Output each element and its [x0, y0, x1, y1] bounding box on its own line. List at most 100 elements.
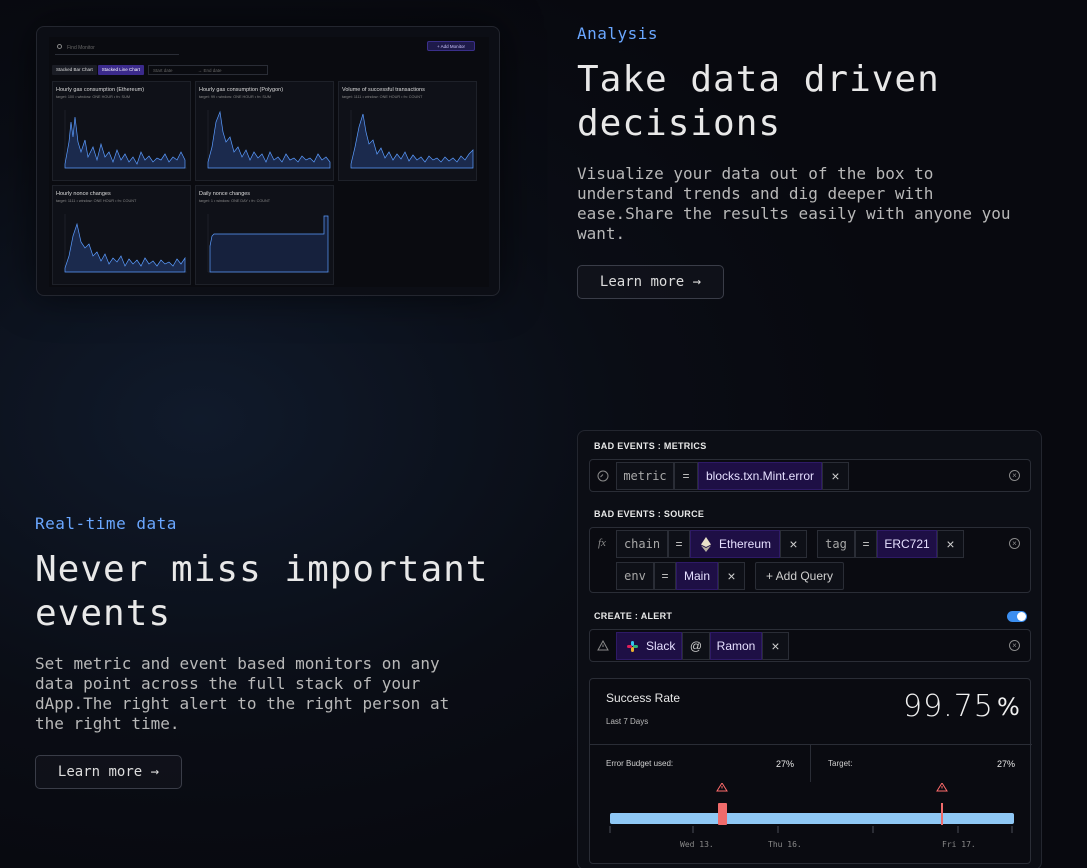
analysis-headline-line-1: Take data driven	[577, 59, 940, 100]
preview-chart-card: Daily nonce changes target: 1 • window: …	[195, 185, 334, 285]
preview-chart-card: Hourly gas consumption (Ethereum) target…	[52, 81, 191, 181]
add-query-button[interactable]: + Add Query	[755, 562, 844, 590]
preview-chart-card: Volume of successful transactions target…	[338, 81, 477, 181]
preview-line-chart	[207, 110, 331, 169]
alert-section-label: CREATE : ALERT	[594, 611, 673, 621]
slack-icon	[627, 641, 638, 652]
clear-metrics-icon[interactable]: ×	[1009, 470, 1020, 481]
divider	[590, 744, 1032, 745]
env-operator-chip[interactable]: =	[654, 562, 676, 590]
preview-card-title: Volume of successful transactions	[342, 87, 425, 93]
tag-remove-button[interactable]: ×	[937, 530, 964, 558]
alert-person-chip[interactable]: Ramon	[710, 632, 762, 660]
clear-alert-icon[interactable]: ×	[1009, 640, 1020, 651]
analysis-eyebrow: Analysis	[577, 24, 659, 43]
preview-card-title: Daily nonce changes	[199, 191, 251, 197]
env-key-chip[interactable]: env	[616, 562, 654, 590]
target-value: 27%	[997, 759, 1016, 769]
preview-chart-tabs: Stacked Bar Chart Stacked Line Chart	[52, 65, 145, 75]
timeline-label-fri: Fri 17.	[942, 840, 976, 849]
alert-at-chip[interactable]: @	[682, 632, 710, 660]
dashboard-preview-inner: Find Monitor + Add Monitor Stacked Bar C…	[49, 37, 489, 287]
metrics-query-box: metric = blocks.txn.Mint.error × ×	[589, 459, 1031, 492]
metrics-section-label: BAD EVENTS : METRICS	[594, 441, 707, 451]
preview-chart-card: Hourly nonce changes target: 1111 • wind…	[52, 185, 191, 285]
realtime-body-line-3: dApp.The right alert to the right person…	[35, 694, 450, 713]
source-query-box: fx chain = Ethereum × tag = ERC721 × × e…	[589, 527, 1031, 593]
preview-card-title: Hourly gas consumption (Ethereum)	[56, 87, 145, 93]
realtime-body-line-2: data point across the full stack of your	[35, 674, 421, 693]
analysis-body-line-3: ease.Share the results easily with anyon…	[577, 204, 1011, 223]
alert-channel-chip[interactable]: Slack	[616, 632, 682, 660]
analysis-body-line-2: understand trends and dig deeper with	[577, 184, 934, 203]
source-section-label: BAD EVENTS : SOURCE	[594, 509, 705, 519]
preview-tab-stacked-line: Stacked Line Chart	[97, 65, 145, 75]
timeline-label-wed: Wed 13.	[680, 840, 714, 849]
preview-card-subtitle: target: 100 • window: ONE HOUR • fn: SUM	[56, 95, 130, 99]
preview-date-range: Start date → End date	[148, 65, 268, 75]
chain-value-chip[interactable]: Ethereum	[690, 530, 780, 558]
monitor-panel: BAD EVENTS : METRICS metric = blocks.txn…	[577, 430, 1042, 868]
divider	[810, 744, 811, 782]
realtime-headline-line-2: events	[35, 593, 172, 634]
preview-line-chart	[64, 110, 187, 169]
preview-card-subtitle: target: 1111 • window: ONE HOUR • fn: CO…	[56, 199, 137, 203]
preview-tab-stacked-bar: Stacked Bar Chart	[52, 65, 97, 75]
preview-card-title: Hourly gas consumption (Polygon)	[199, 87, 284, 93]
realtime-body-line-1: Set metric and event based monitors on a…	[35, 654, 440, 673]
warning-marker-2	[936, 783, 948, 792]
metric-value-chip[interactable]: blocks.txn.Mint.error	[698, 462, 822, 490]
tag-value-chip[interactable]: ERC721	[877, 530, 937, 558]
target-label: Target:	[828, 759, 853, 768]
preview-chart-card: Hourly gas consumption (Polygon) target:…	[195, 81, 334, 181]
preview-line-chart	[350, 110, 474, 169]
analysis-body-line-1: Visualize your data out of the box to	[577, 164, 934, 183]
timeline-label-thu: Thu 16.	[768, 840, 802, 849]
metric-key-chip[interactable]: metric	[616, 462, 674, 490]
dashboard-preview: Find Monitor + Add Monitor Stacked Bar C…	[36, 26, 500, 296]
preview-search-input: Find Monitor	[55, 41, 179, 55]
analysis-headline-line-2: decisions	[577, 103, 782, 144]
timeline-bar	[610, 813, 1014, 824]
preview-card-subtitle: target: 1111 • window: ONE HOUR • fn: CO…	[342, 95, 423, 99]
preview-card-subtitle: target: 1 • window: ONE DAY • fn: COUNT	[199, 199, 271, 203]
target-marker	[941, 803, 943, 825]
preview-line-chart	[64, 214, 187, 273]
realtime-learn-more-button[interactable]: Learn more →	[35, 755, 182, 789]
realtime-body-line-4: the right time.	[35, 714, 180, 733]
success-rate-value: 99.75	[903, 689, 994, 724]
ethereum-icon	[701, 537, 711, 552]
analysis-body-line-4: want.	[577, 224, 626, 243]
alert-query-box: Slack @ Ramon × ×	[589, 629, 1031, 662]
env-value-chip[interactable]: Main	[676, 562, 718, 590]
error-budget-timeline: Wed 13. Thu 16. Fri 17.	[609, 783, 1014, 849]
success-rate-period: Last 7 Days	[606, 717, 649, 726]
realtime-headline-line-1: Never miss important	[35, 549, 489, 590]
incident-marker[interactable]	[718, 803, 727, 825]
tag-key-chip[interactable]: tag	[817, 530, 855, 558]
tag-operator-chip[interactable]: =	[855, 530, 877, 558]
chain-operator-chip[interactable]: =	[668, 530, 690, 558]
metric-remove-button[interactable]: ×	[822, 462, 849, 490]
success-rate-title: Success Rate	[606, 691, 681, 705]
alert-toggle[interactable]	[1007, 611, 1027, 622]
error-budget-value: 27%	[776, 759, 795, 769]
warning-icon	[597, 640, 609, 651]
error-budget-label: Error Budget used:	[606, 759, 674, 768]
chain-key-chip[interactable]: chain	[616, 530, 668, 558]
clear-source-icon[interactable]: ×	[1009, 538, 1020, 549]
preview-card-subtitle: target: 99 • window: ONE HOUR • fn: SUM	[199, 95, 271, 99]
preview-line-chart	[207, 214, 330, 273]
preview-card-title: Hourly nonce changes	[56, 191, 111, 197]
analysis-learn-more-button[interactable]: Learn more →	[577, 265, 724, 299]
preview-add-monitor-button: + Add Monitor	[427, 41, 475, 51]
realtime-eyebrow: Real-time data	[35, 514, 177, 533]
success-rate-card: Success Rate Last 7 Days 99.75 % Error B…	[589, 678, 1032, 864]
metric-operator-chip[interactable]: =	[674, 462, 698, 490]
warning-marker-1	[716, 783, 728, 792]
chain-remove-button[interactable]: ×	[780, 530, 807, 558]
search-icon	[57, 44, 62, 49]
env-remove-button[interactable]: ×	[718, 562, 745, 590]
alert-remove-button[interactable]: ×	[762, 632, 789, 660]
success-rate-unit: %	[997, 693, 1020, 721]
